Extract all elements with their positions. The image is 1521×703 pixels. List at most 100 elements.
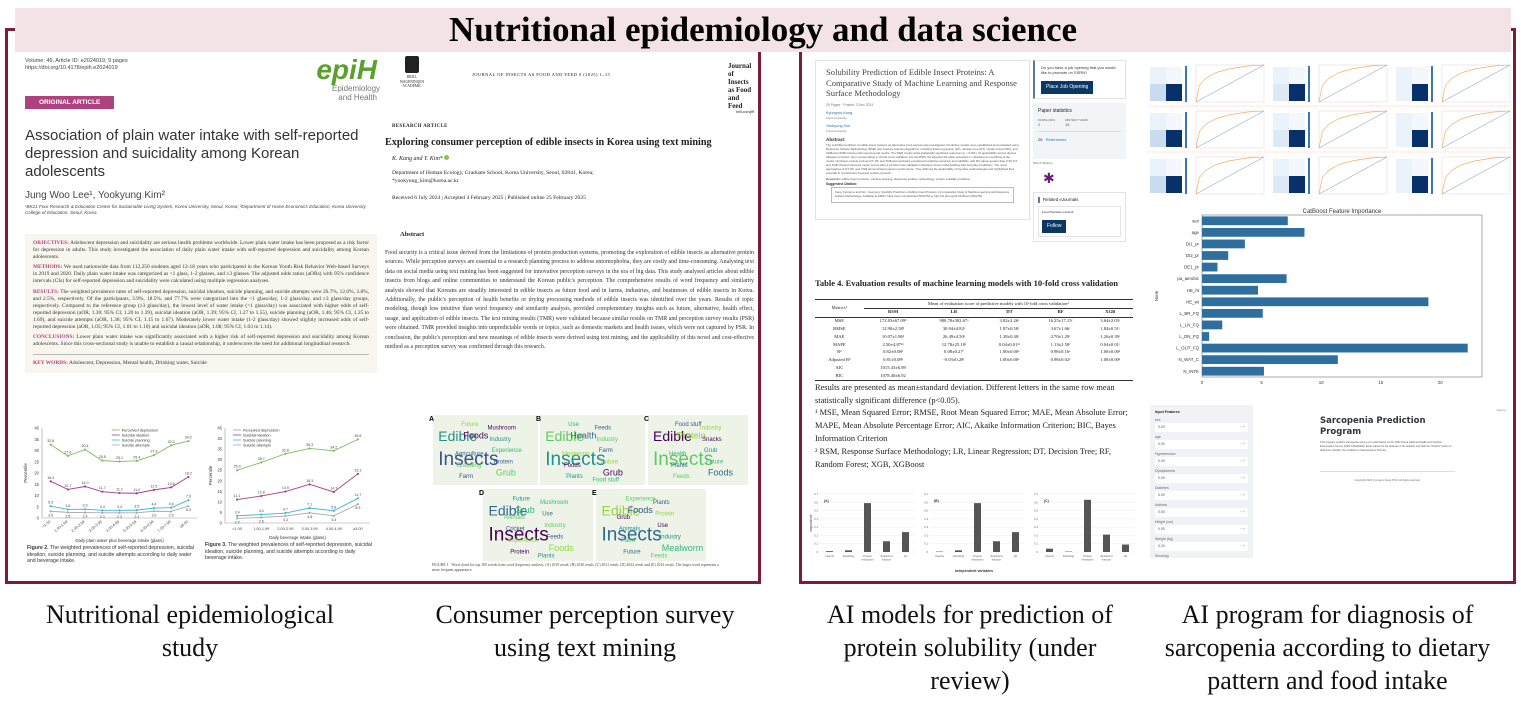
legend-label: Suicide attempts: [243, 444, 271, 448]
stepper-icon[interactable]: − +: [1239, 442, 1245, 446]
y-tick-label: 0.2: [814, 533, 818, 537]
bar: [1202, 239, 1245, 249]
value-cell: 1078.40±6.92: [863, 372, 923, 381]
doi[interactable]: https://doi.org/10.4178/epih.e2024019: [25, 65, 118, 71]
confusion-cell: [1289, 176, 1305, 193]
y-tick-label: 0: [926, 550, 928, 554]
panel-label: B: [536, 416, 541, 423]
x-tick-label: <1.00: [232, 527, 242, 531]
number-input[interactable]: 0.00− +: [1155, 491, 1248, 500]
word: Insects: [602, 524, 662, 545]
diagonal: [1441, 110, 1511, 149]
value-cell: [1034, 364, 1088, 372]
number-input[interactable]: 0.00− +: [1155, 423, 1248, 432]
orcid-icon[interactable]: [444, 155, 450, 160]
y-tick-label: 0: [1036, 550, 1038, 554]
roc-curve: [1318, 110, 1388, 149]
value-cell: 1.26±0.39ᶜ: [1100, 333, 1121, 339]
confusion-cell: [1166, 67, 1182, 84]
job-prompt: Do you have a job opening that you would…: [1041, 65, 1116, 75]
follow-button[interactable]: Follow: [1042, 220, 1067, 233]
data-label: 32.3: [168, 440, 175, 444]
x-tick-label: Insects: [935, 554, 944, 558]
bar: [974, 503, 981, 552]
value-cell: 1.84±0.51ᶜ: [1100, 325, 1121, 331]
bar: [1202, 216, 1288, 226]
data-point: [260, 516, 263, 519]
data-point: [332, 449, 335, 452]
y-tick-label: 25: [34, 459, 39, 464]
word: Animals: [504, 515, 525, 521]
stepper-icon[interactable]: − +: [1239, 493, 1245, 497]
evaluation-table: Metrics¹ Mean of evaluation score of pred…: [815, 299, 1133, 381]
number-input[interactable]: 0.00− +: [1155, 542, 1248, 551]
input-field-group: Hypertension 0.00− +: [1155, 452, 1248, 466]
number-input[interactable]: 0.00− +: [1155, 457, 1248, 466]
table-row: MAPE 2.50±4.87ᵃᵇ 12.78±25.18ᵃ 0.04±0.01ᵃᵇ 1.…: [815, 341, 1133, 349]
y-tick-label: 0.1: [924, 542, 928, 546]
word: Plants: [566, 474, 583, 480]
caption-4: AI program for diagnosis of sarcopenia a…: [1164, 600, 1491, 695]
data-label: 12.8: [258, 490, 265, 494]
number-input[interactable]: 0.00− +: [1155, 525, 1248, 534]
plumx-icon[interactable]: ✱: [1043, 170, 1055, 186]
category-label: N_INTK: [1183, 369, 1199, 374]
deploy-menu[interactable]: Deploy: [1496, 408, 1506, 412]
y-tick-label: 0: [37, 516, 40, 521]
model-thumbnail: [1150, 64, 1265, 103]
colorbar: [1308, 66, 1310, 102]
number-input[interactable]: 0.00− +: [1155, 474, 1248, 483]
stepper-icon[interactable]: − +: [1239, 459, 1245, 463]
value-cell: 1.00±0.00ᵃ: [999, 349, 1020, 355]
data-label: 2.3: [117, 515, 122, 519]
number-input[interactable]: 0.00− +: [1155, 508, 1248, 517]
word: Edible: [438, 428, 477, 444]
data-point: [356, 503, 360, 506]
y-axis-label: Percentile: [23, 463, 28, 483]
word: Mealworm: [562, 452, 590, 458]
volume: Volume: 46, Article ID: e2024019, 9 page…: [25, 58, 128, 64]
references-link[interactable]: References: [1045, 137, 1067, 142]
data-point: [66, 511, 69, 514]
word: Foods: [463, 430, 489, 440]
data-point: [101, 511, 104, 514]
x-tick-label: ≥8.00: [179, 520, 189, 529]
column-header: LR: [950, 309, 958, 315]
model-thumbnail: [1396, 156, 1511, 195]
x-tick-label: ≥5.00: [353, 527, 362, 531]
word: Use: [542, 512, 553, 518]
number-input[interactable]: 0.00− +: [1155, 440, 1248, 449]
confusion-cell: [1273, 159, 1289, 176]
category-label: DI2_pr: [1186, 253, 1200, 258]
y-tick-label: 0: [816, 550, 818, 554]
author-link[interactable]: Yookyung Kim: [826, 123, 851, 128]
stepper-icon[interactable]: − +: [1239, 476, 1245, 480]
data-label: 11.1: [234, 494, 241, 498]
stepper-icon[interactable]: − +: [1239, 527, 1245, 531]
citation-box: Kang, Kyungmo and Kim, Yookyung, Solubil…: [831, 187, 1014, 203]
data-label: 4.7: [283, 508, 288, 512]
author-link[interactable]: Kyungmo Kang: [826, 110, 852, 115]
legend-label: Perceived depression: [243, 429, 280, 433]
legend-label: Suicide planning: [122, 439, 150, 443]
table-footnote-2: ² RSM, Response Surface Methodology; LR,…: [815, 446, 1111, 469]
colorbar: [1431, 158, 1433, 194]
x-tick-label: fraction: [1102, 558, 1112, 562]
word: Edible: [489, 503, 528, 519]
stepper-icon[interactable]: − +: [1239, 544, 1245, 548]
stepper-icon[interactable]: − +: [1239, 510, 1245, 514]
word-cloud-panel: [483, 489, 593, 561]
input-field-group: Smoking0.00− +: [1155, 554, 1248, 558]
ejournal-name[interactable]: Food Chemistry eJournal: [1042, 210, 1074, 214]
word: Future: [513, 496, 531, 502]
stepper-icon[interactable]: − +: [1239, 425, 1245, 429]
metric-cell: AIC: [835, 364, 844, 370]
x-axis-label: Independent variables: [955, 569, 993, 573]
value-cell: 0.08±0.27ᶜ: [944, 349, 964, 355]
place-job-opening-button[interactable]: Place Job Opening: [1041, 81, 1094, 94]
x-tick-label: pH: [1014, 554, 1018, 558]
data-point: [49, 504, 52, 508]
data-label: 2.3: [134, 515, 139, 519]
x-tick-label: Defatting: [953, 554, 965, 558]
confusion-cell: [1273, 84, 1289, 101]
